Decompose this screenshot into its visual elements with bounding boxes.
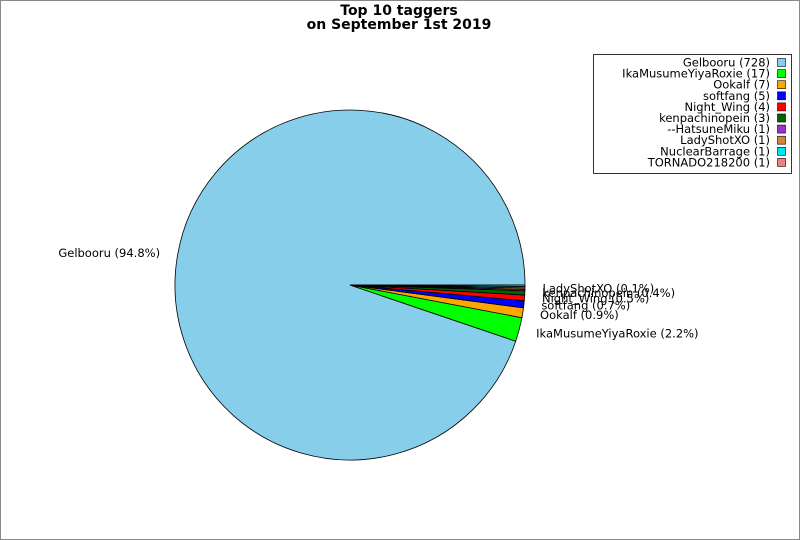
slice-label: softfang (0.7%) (541, 299, 630, 313)
slice-label: Ookalf (0.9%) (540, 308, 619, 322)
legend-swatch (777, 147, 786, 156)
legend-swatch (777, 80, 786, 89)
legend-label: --HatsuneMiku (1) (667, 122, 770, 136)
legend-label: IkaMusumeYiyaRoxie (17) (622, 67, 770, 81)
chart-title: Top 10 taggers (340, 3, 457, 19)
slice-label: kenpachinopein (0.4%) (542, 286, 675, 300)
legend-swatch (777, 58, 786, 67)
legend-swatch (777, 102, 786, 112)
legend-swatch (777, 91, 786, 101)
legend-label: Night_Wing (4) (685, 100, 771, 114)
slice-label: Night_Wing (0.5%) (542, 292, 649, 306)
slice-label: LadyShotXO (0.1%) (542, 281, 654, 295)
legend-swatch (777, 135, 786, 145)
slice-label: IkaMusumeYiyaRoxie (2.2%) (536, 327, 698, 341)
legend-box (593, 54, 792, 174)
legend-swatch (777, 158, 786, 167)
legend-label: kenpachinopein (3) (659, 111, 770, 125)
legend-label: NuclearBarrage (1) (660, 144, 770, 158)
legend-label: LadyShotXO (1) (680, 133, 770, 147)
legend-swatch (777, 113, 786, 123)
pie-slice (349, 284, 526, 287)
legend-label: softfang (5) (703, 89, 770, 103)
legend-label: Ookalf (7) (713, 78, 770, 92)
legend-label: Gelbooru (728) (683, 56, 770, 70)
legend-swatch (777, 124, 786, 134)
slice-label: Gelbooru (94.8%) (58, 246, 160, 260)
legend-swatch (777, 69, 786, 78)
legend-label: TORNADO218200 (1) (647, 155, 770, 169)
chart-subtitle: on September 1st 2019 (307, 17, 492, 33)
